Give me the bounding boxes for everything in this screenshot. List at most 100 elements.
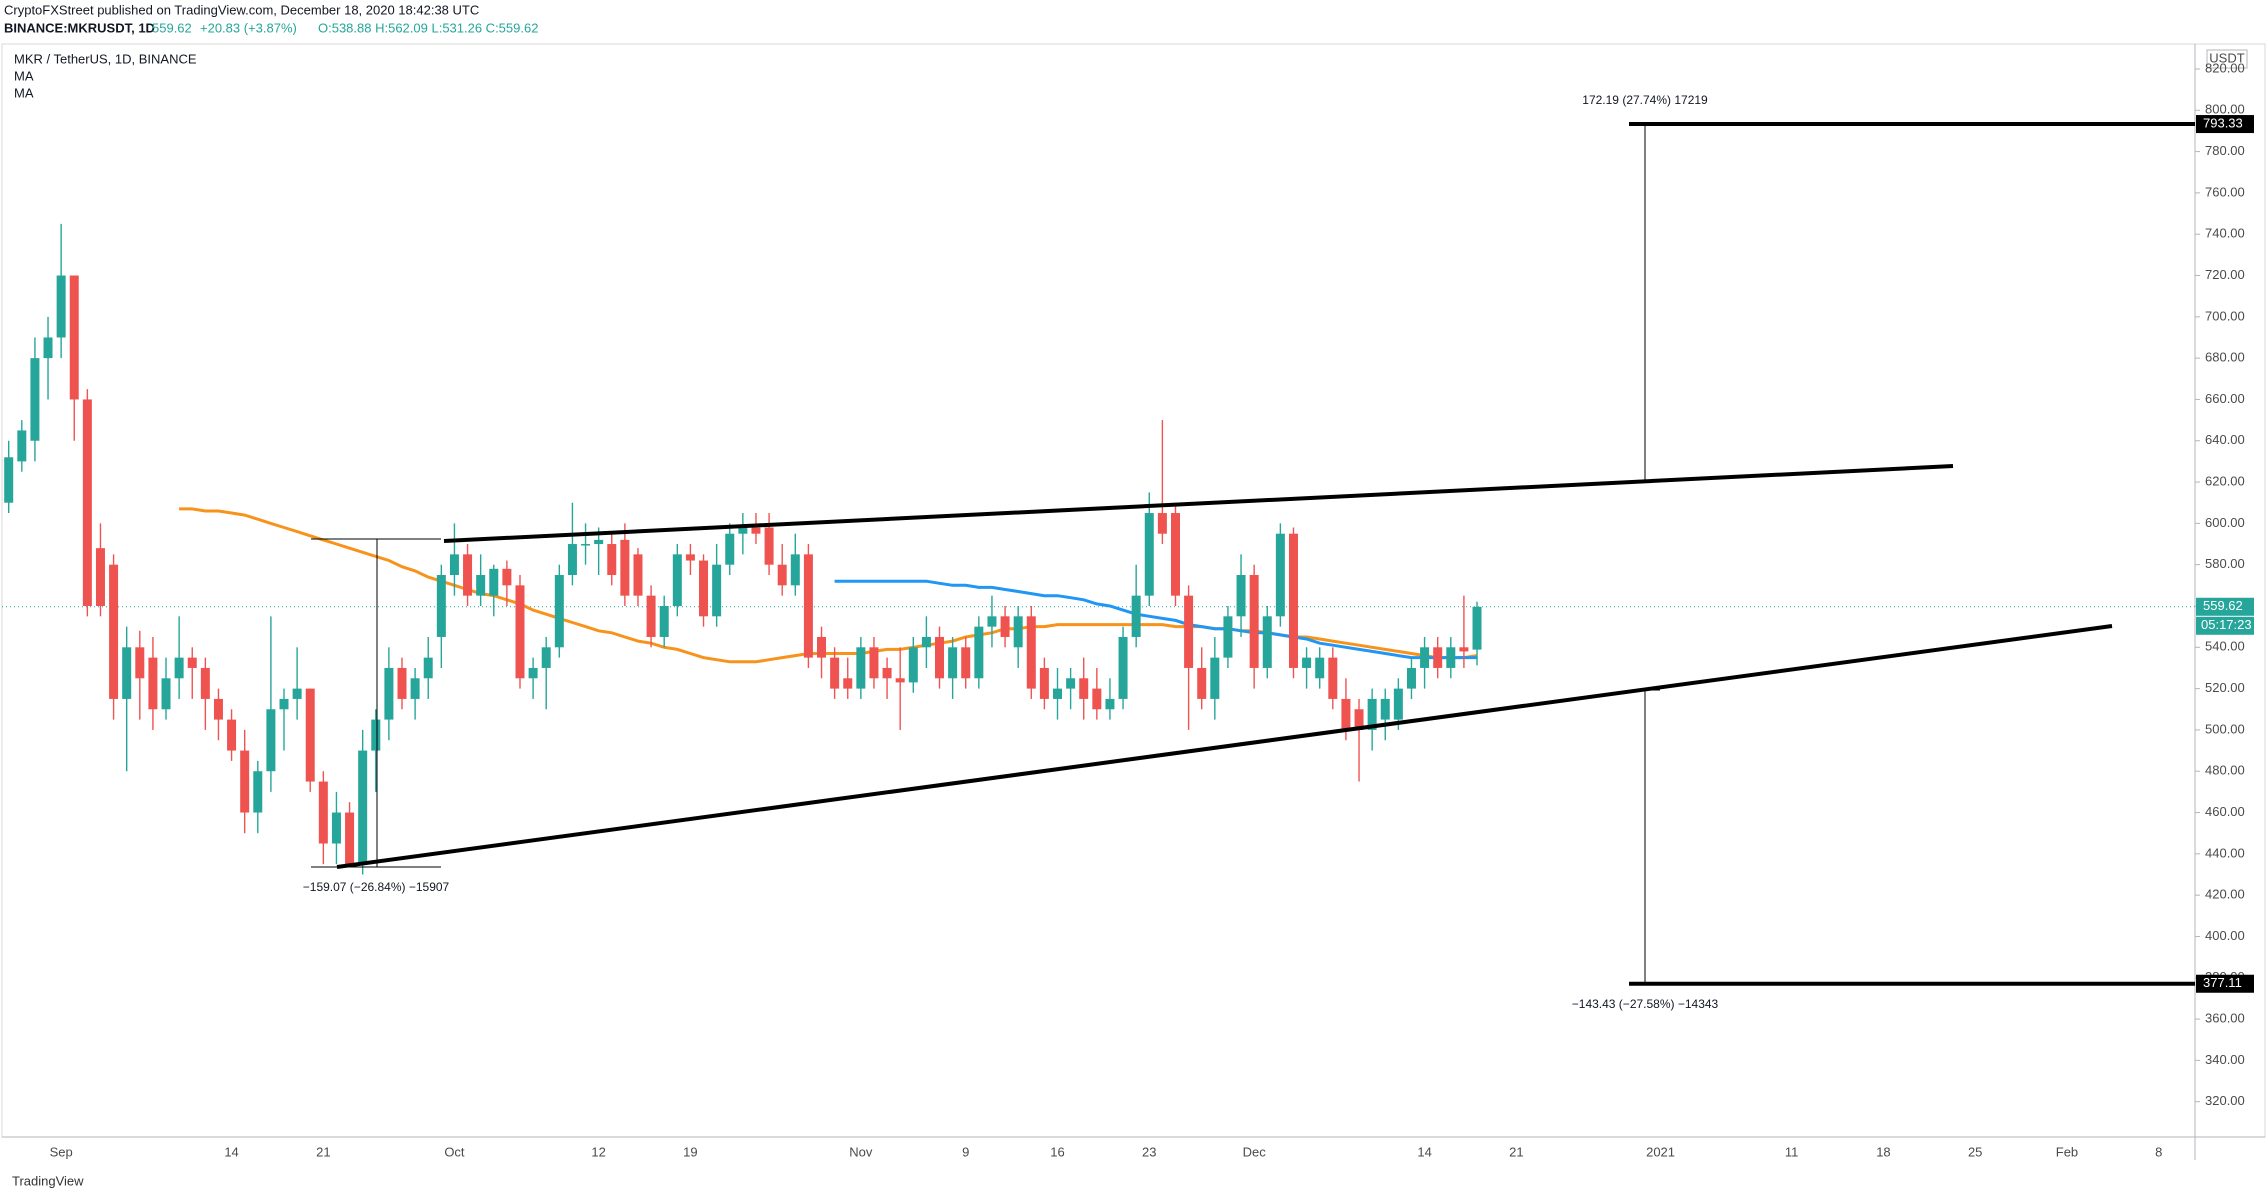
candle-body: [1092, 688, 1102, 710]
candle-body: [187, 657, 197, 668]
x-tick-label: 16: [1050, 1144, 1064, 1159]
y-tick-label: 620.00: [2205, 473, 2245, 488]
candle-body: [869, 647, 879, 679]
measure-label: −143.43 (−27.58%) −14343: [1572, 997, 1719, 1011]
x-tick-label: Sep: [50, 1144, 73, 1159]
candle-body: [161, 678, 171, 710]
price-label: 377.11: [2203, 975, 2242, 990]
candle-body: [148, 657, 158, 710]
candle-body: [777, 564, 787, 586]
candle-body: [30, 358, 40, 441]
candle-body: [1249, 575, 1259, 668]
y-tick-label: 520.00: [2205, 680, 2245, 695]
x-tick-label: 9: [962, 1144, 969, 1159]
y-tick-label: 820.00: [2205, 60, 2245, 75]
candle-body: [240, 750, 250, 813]
candle-body: [712, 564, 722, 617]
x-tick-label: Feb: [2056, 1144, 2078, 1159]
moving-average: [834, 579, 1477, 660]
candle-body: [751, 527, 761, 534]
y-tick-label: 580.00: [2205, 556, 2245, 571]
y-tick-label: 500.00: [2205, 721, 2245, 736]
candle-body: [1118, 636, 1128, 699]
candle-body: [1000, 616, 1010, 637]
candle-body: [200, 667, 210, 699]
candle-body: [620, 539, 630, 596]
candle-body: [908, 647, 918, 683]
price-label-box: [2196, 974, 2254, 993]
x-tick-label: 12: [591, 1144, 605, 1159]
candle-body: [95, 548, 105, 606]
candle-body: [856, 647, 866, 689]
candle-body: [1184, 595, 1194, 668]
candle-body: [1328, 657, 1338, 699]
y-tick-label: 700.00: [2205, 308, 2245, 323]
x-tick-label: 23: [1142, 1144, 1156, 1159]
x-tick-label: 25: [1968, 1144, 1982, 1159]
price-label-box: [2196, 597, 2254, 616]
y-tick-label: 780.00: [2205, 143, 2245, 158]
candle-body: [1026, 616, 1036, 689]
candle-body: [1223, 616, 1233, 658]
candle-body: [1262, 616, 1272, 668]
candle-body: [699, 560, 709, 617]
candle-body: [1066, 678, 1076, 689]
candle-body: [1144, 513, 1154, 596]
trendline-upper: [443, 464, 1954, 543]
ohlc: O:538.88 H:562.09 L:531.26 C:559.62: [318, 20, 538, 35]
candle-body: [961, 647, 971, 679]
change: +20.83 (+3.87%): [200, 20, 297, 35]
y-tick-label: 540.00: [2205, 639, 2245, 654]
candle-body: [1288, 533, 1298, 668]
y-tick-label: 480.00: [2205, 763, 2245, 778]
measure-label: −159.07 (−26.84%) −15907: [303, 880, 450, 894]
x-tick-label: 21: [1509, 1144, 1523, 1159]
currency-box: [2206, 49, 2248, 69]
candle-body: [279, 698, 289, 710]
candle-body: [476, 575, 486, 596]
measure-label: 172.19 (27.74%) 17219: [1582, 93, 1708, 107]
y-tick-label: 340.00: [2205, 1052, 2245, 1067]
candle-body: [1393, 688, 1403, 720]
candle-body: [1105, 698, 1115, 710]
candle-body: [515, 585, 525, 679]
candle-body: [82, 399, 92, 606]
candle-body: [174, 657, 184, 679]
candle-body: [921, 636, 931, 648]
x-tick-label: 11: [1785, 1144, 1799, 1159]
price-label: 793.33: [2203, 115, 2243, 130]
x-tick-label: 8: [2155, 1144, 2162, 1159]
candle-body: [436, 575, 446, 637]
candle-body: [646, 595, 656, 637]
candle-body: [895, 678, 905, 683]
y-tick-label: 720.00: [2205, 267, 2245, 282]
candle-body: [581, 544, 591, 546]
candle-body: [541, 647, 551, 668]
candle-body: [948, 647, 958, 679]
legend-ma: MA: [14, 85, 34, 100]
candle-body: [253, 771, 263, 813]
trendline-lower: [336, 624, 2113, 869]
candle-body: [764, 527, 774, 565]
candle-body: [935, 636, 945, 679]
x-tick-label: 2021: [1646, 1144, 1675, 1159]
candle-body: [528, 667, 538, 679]
y-tick-label: 320.00: [2205, 1093, 2245, 1108]
candle-body: [463, 554, 473, 596]
candle-body: [1341, 698, 1351, 730]
candle-body: [1039, 667, 1049, 699]
candle-body: [109, 564, 119, 699]
candle-body: [1380, 698, 1390, 720]
candle-body: [725, 533, 735, 565]
y-tick-label: 640.00: [2205, 432, 2245, 447]
candle-body: [449, 554, 459, 576]
candle-body: [817, 636, 827, 658]
y-tick-label: 400.00: [2205, 928, 2245, 943]
currency: USDT: [2209, 50, 2244, 65]
y-tick-label: 760.00: [2205, 184, 2245, 199]
x-tick-label: 19: [683, 1144, 697, 1159]
candle-body: [305, 688, 315, 782]
y-tick-label: 460.00: [2205, 804, 2245, 819]
candle-body: [4, 457, 14, 503]
candle-body: [1131, 595, 1141, 637]
